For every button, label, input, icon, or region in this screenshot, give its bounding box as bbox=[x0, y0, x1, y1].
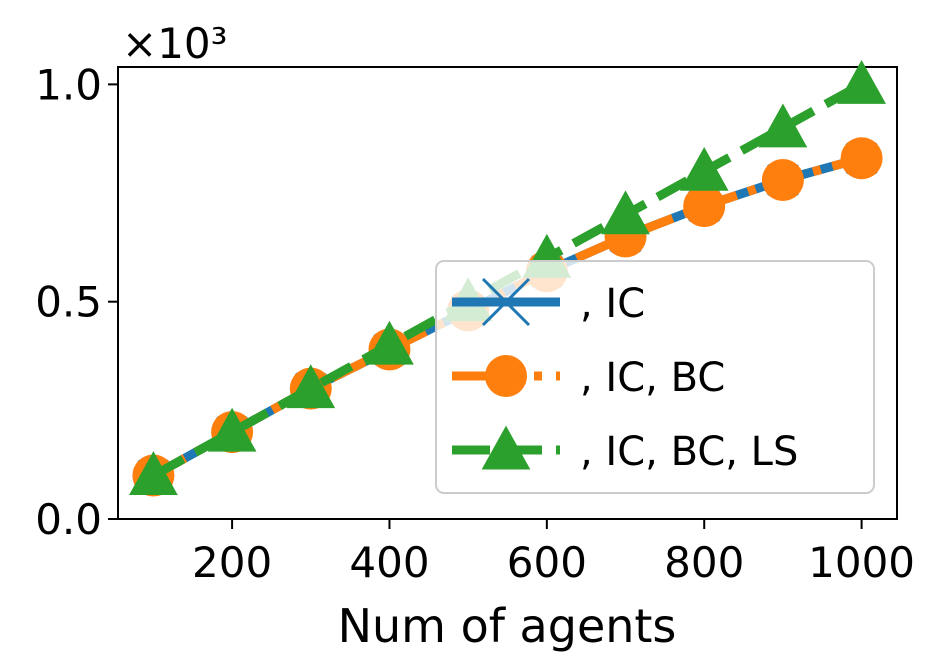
series-3-point-8 bbox=[679, 146, 729, 191]
legend-item-1: , IC bbox=[452, 277, 645, 327]
y-tick-label-2: 1.0 bbox=[35, 60, 102, 109]
x-axis: 200 400 600 800 1000 bbox=[192, 519, 915, 587]
legend-box bbox=[435, 260, 875, 494]
y-multiplier-label: ×10³ bbox=[122, 19, 227, 68]
series-3-point-7 bbox=[601, 190, 650, 235]
y-tick-label-1: 0.5 bbox=[35, 278, 102, 327]
x-tick-label-200: 200 bbox=[192, 538, 272, 587]
series-2-point-8 bbox=[683, 185, 726, 228]
legend-item-3: , IC, BC, LS bbox=[452, 425, 798, 475]
legend-marker-2 bbox=[485, 355, 527, 397]
x-tick-label-800: 800 bbox=[664, 538, 744, 587]
x-tick-label-1000: 1000 bbox=[808, 538, 915, 587]
series-2-point-9 bbox=[761, 159, 804, 201]
y-tick-label-0: 0.0 bbox=[35, 495, 102, 544]
series-3-point-4 bbox=[365, 320, 414, 365]
legend-label-2: , IC, BC bbox=[580, 355, 725, 401]
legend-item-2: , IC, BC bbox=[452, 355, 725, 401]
y-axis: 0.0 0.5 1.0 bbox=[35, 60, 118, 544]
x-axis-title: Num of agents bbox=[338, 599, 677, 653]
legend-label-1: , IC bbox=[580, 281, 645, 327]
series-3-point-1 bbox=[129, 451, 178, 496]
series-3-point-3 bbox=[286, 364, 336, 409]
legend-marker-1 bbox=[481, 277, 531, 327]
legend-label-3: , IC, BC, LS bbox=[580, 429, 798, 475]
legend: , IC , IC, BC , IC, BC, LS bbox=[435, 260, 875, 494]
series-3-point-9 bbox=[758, 103, 808, 148]
legend-marker-1-stroke-b bbox=[481, 277, 531, 327]
x-tick-label-400: 400 bbox=[349, 538, 429, 587]
legend-marker-3 bbox=[481, 425, 531, 470]
series-3-point-10 bbox=[837, 60, 886, 104]
series-3-point-2 bbox=[207, 407, 257, 452]
x-tick-label-600: 600 bbox=[507, 538, 587, 587]
series-2-point-10 bbox=[840, 137, 883, 180]
